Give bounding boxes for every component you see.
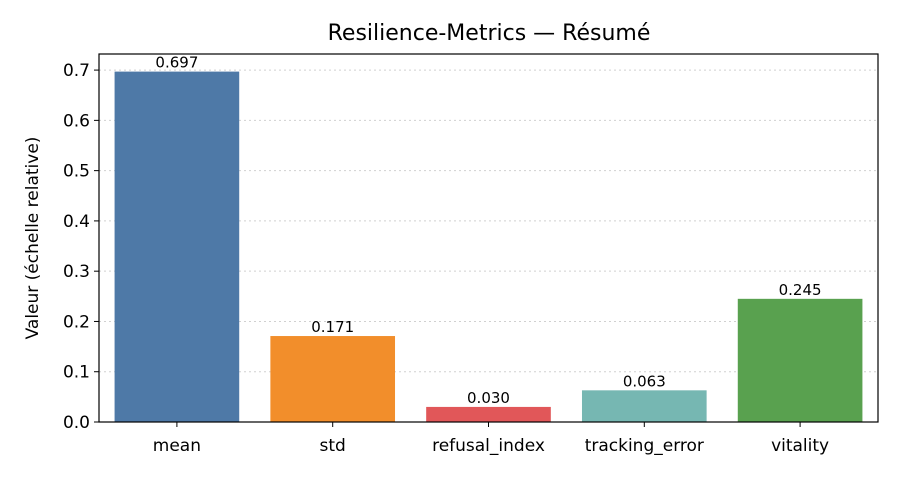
x-tick-label: vitality (771, 436, 829, 456)
y-tick-label: 0.3 (63, 262, 90, 282)
y-tick-label: 0.4 (63, 212, 90, 232)
bar-tracking_error (581, 390, 707, 422)
bar-refusal_index (426, 406, 551, 422)
x-tick-label: tracking_error (585, 436, 704, 456)
y-axis-label: Valeur (échelle relative) (23, 137, 43, 340)
y-tick-label: 0.2 (63, 312, 90, 332)
data-label-mean: 0.697 (155, 54, 198, 72)
x-tick-label: std (320, 436, 346, 456)
x-axis: mean std refusal_index tracking_error vitali… (153, 422, 829, 456)
x-tick-label: refusal_index (432, 436, 545, 456)
data-label-std: 0.171 (311, 318, 354, 336)
data-label-tracking_error: 0.063 (623, 372, 666, 390)
y-tick-label: 0.6 (63, 111, 90, 131)
y-axis: 0.0 0.1 0.2 0.3 0.4 0.5 0.6 0.7 (63, 61, 99, 433)
data-label-vitality: 0.245 (779, 281, 822, 299)
y-tick-label: 0.1 (63, 363, 90, 383)
bar-mean (114, 71, 240, 422)
chart-title: Resilience-Metrics — Résumé (328, 21, 651, 46)
bar-std (270, 336, 396, 422)
x-tick-label: mean (153, 436, 201, 456)
data-label-refusal_index: 0.030 (467, 389, 510, 407)
bars (114, 71, 863, 422)
y-tick-label: 0.0 (63, 413, 90, 433)
data-labels: 0.697 0.171 0.030 0.063 0.245 (155, 54, 821, 407)
plot-frame (98, 53, 879, 423)
y-tick-label: 0.5 (63, 162, 90, 182)
bar-vitality (737, 298, 863, 422)
y-tick-label: 0.7 (63, 61, 90, 81)
